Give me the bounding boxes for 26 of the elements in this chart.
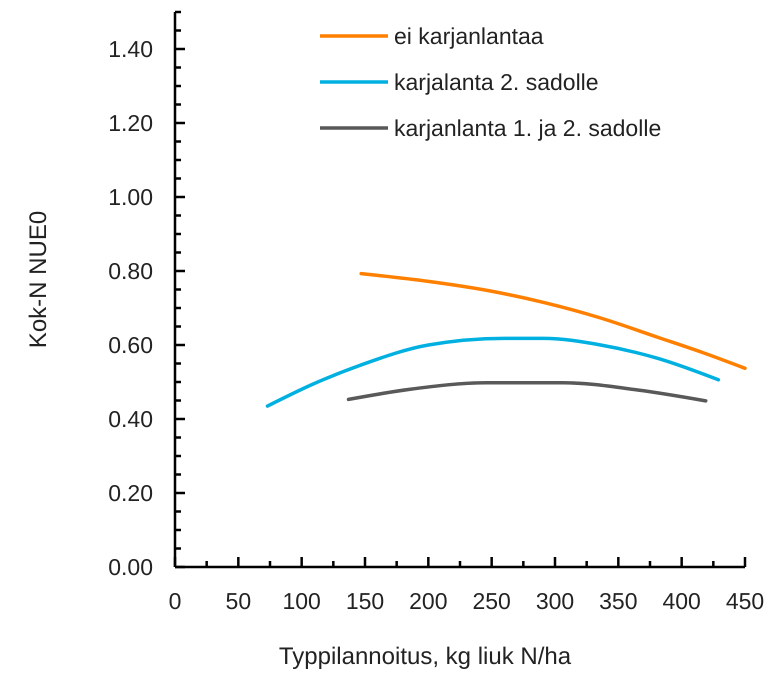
y-tick-label: 0.40 <box>108 406 153 432</box>
y-tick-label: 1.40 <box>108 36 153 62</box>
x-tick-label: 50 <box>226 588 252 614</box>
x-axis-title: Typpilannoitus, kg liuk N/ha <box>278 643 572 670</box>
line-series <box>359 272 747 370</box>
y-axis-title: Kok-N NUE0 <box>25 210 52 348</box>
y-tick-label: 0.20 <box>108 480 153 506</box>
x-tick-label: 300 <box>536 588 574 614</box>
y-tick-label: 0.80 <box>108 258 153 284</box>
x-tick-label: 0 <box>168 588 182 614</box>
line-series <box>266 336 720 408</box>
y-tick-label: 1.00 <box>108 184 153 210</box>
x-tick-label: 450 <box>726 588 764 614</box>
x-tick-label: 200 <box>409 588 448 614</box>
x-tick-label: 250 <box>472 588 511 614</box>
legend-label: karjalanta 2. sadolle <box>394 69 599 96</box>
line-series <box>346 380 708 403</box>
y-tick-label: 1.20 <box>108 110 153 136</box>
x-tick-label: 100 <box>282 588 321 614</box>
y-tick-label: 0.00 <box>108 554 153 580</box>
y-tick-label: 0.60 <box>108 332 153 358</box>
legend-label: karjanlanta 1. ja 2. sadolle <box>394 115 662 142</box>
x-tick-label: 150 <box>346 588 384 614</box>
x-tick-label: 350 <box>599 588 638 614</box>
x-tick-label: 400 <box>662 588 701 614</box>
legend-label: ei karjanlantaa <box>394 23 544 50</box>
